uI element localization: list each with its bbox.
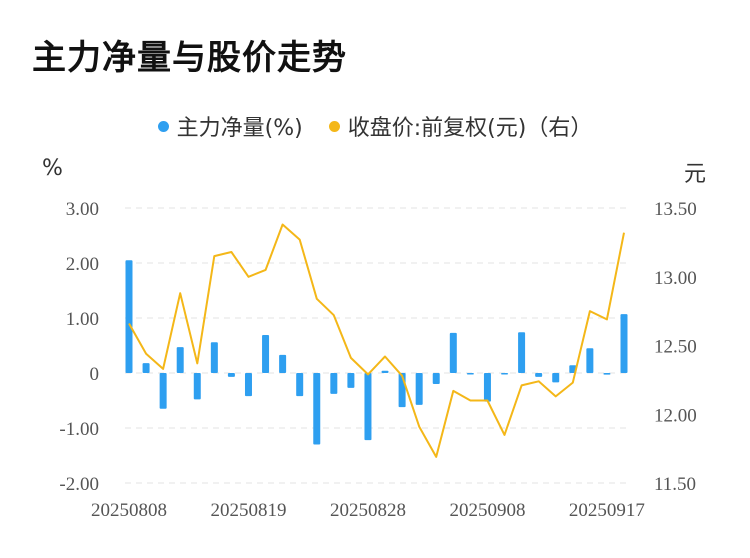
right-tick-label: 11.50 — [654, 474, 696, 495]
left-tick-label: 0 — [90, 364, 100, 385]
bar — [142, 363, 150, 373]
bar — [296, 373, 304, 397]
legend-item-net-volume[interactable]: 主力净量(%) — [157, 110, 303, 142]
bar — [518, 332, 526, 373]
bar — [449, 332, 457, 373]
x-tick-label: 20250808 — [91, 500, 167, 521]
bar — [176, 347, 184, 373]
right-tick-label: 13.00 — [654, 268, 697, 289]
right-tick-label: 12.00 — [654, 405, 697, 426]
bar — [159, 373, 167, 409]
legend-line-marker — [328, 120, 340, 132]
bar — [620, 314, 628, 373]
left-tick-label: -2.00 — [59, 474, 99, 495]
chart-title: 主力净量与股价走势 — [32, 38, 347, 78]
bar — [279, 354, 287, 373]
bar — [586, 348, 594, 373]
legend-label-net-volume: 主力净量(%) — [176, 116, 303, 141]
bar — [415, 373, 423, 405]
price-line — [128, 223, 625, 458]
bar — [125, 260, 133, 373]
bar — [552, 373, 560, 383]
x-tick-label: 20250828 — [330, 500, 406, 521]
bar — [227, 373, 235, 377]
bar — [313, 373, 321, 445]
bar — [483, 373, 491, 402]
x-tick-label: 20250917 — [569, 500, 645, 521]
left-tick-label: -1.00 — [59, 419, 99, 440]
left-tick-label: 2.00 — [66, 254, 99, 275]
left-axis-unit: % — [42, 156, 63, 181]
bar — [501, 373, 509, 375]
right-tick-label: 13.50 — [654, 199, 697, 220]
bar — [432, 373, 440, 384]
bar — [210, 342, 218, 373]
bar — [603, 373, 611, 375]
bar — [262, 335, 270, 373]
x-tick-label: 20250908 — [449, 500, 525, 521]
bar — [535, 373, 543, 377]
bar — [466, 373, 474, 375]
bar — [381, 370, 389, 373]
bar — [193, 373, 201, 400]
legend-item-close-price[interactable]: 收盘价:前复权(元)（右） — [328, 110, 593, 142]
bar — [330, 373, 338, 394]
left-tick-label: 1.00 — [66, 309, 99, 330]
bar — [347, 373, 355, 388]
right-tick-label: 12.50 — [654, 337, 697, 358]
right-axis-unit: 元 — [684, 162, 707, 187]
legend-bar-marker — [157, 120, 169, 132]
x-tick-label: 20250819 — [210, 500, 286, 521]
left-tick-label: 3.00 — [66, 199, 99, 220]
bar — [244, 373, 252, 397]
legend: 主力净量(%) 收盘价:前复权(元)（右） — [0, 110, 750, 142]
legend-label-close-price: 收盘价:前复权(元)（右） — [347, 116, 593, 141]
bar — [364, 373, 372, 441]
